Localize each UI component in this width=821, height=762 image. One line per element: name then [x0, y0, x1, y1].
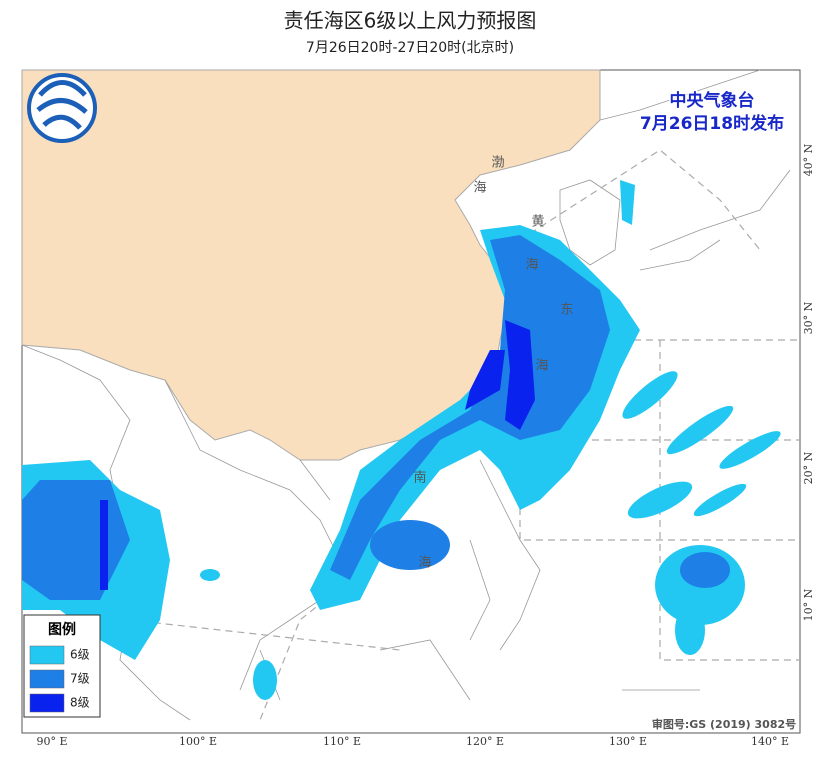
- legend-label: 6级: [70, 648, 90, 662]
- lon-label: 130° E: [609, 735, 647, 748]
- wind-zone: [719, 431, 781, 469]
- wind-zone: [200, 569, 220, 581]
- logo: [27, 73, 97, 143]
- sea-label: 海: [473, 181, 486, 196]
- lat-label: 20° N: [802, 451, 815, 484]
- map-area: 渤 海 黄 海 东 海 南 海 中央气象台 7月26日18时发布 图例 6级 7级…: [21, 69, 801, 734]
- issuer-name: 中央气象台: [670, 90, 755, 111]
- legend-label: 7级: [70, 672, 90, 686]
- wind-8: [100, 320, 535, 590]
- sea-label: 黄: [531, 215, 544, 230]
- legend: 图例 6级 7级 8级: [23, 614, 101, 718]
- sea-labels: 渤 海 黄 海 东 海 南 海: [413, 155, 573, 571]
- lat-label: 30° N: [802, 301, 815, 334]
- issue-time: 7月26日18时发布: [640, 113, 784, 134]
- wind-zone: [666, 405, 734, 455]
- sea-label: 海: [418, 556, 431, 571]
- wind-zone: [693, 483, 747, 517]
- lon-label: 110° E: [323, 735, 361, 748]
- map-approval: 审图号:GS (2019) 3082号: [652, 717, 796, 731]
- lon-label: 140° E: [751, 735, 789, 748]
- legend-swatch: [29, 693, 65, 713]
- lat-label: 10° N: [802, 588, 815, 621]
- sea-label: 南: [413, 470, 426, 486]
- sea-label: 东: [560, 303, 573, 318]
- legend-label: 8级: [70, 696, 90, 710]
- lon-label: 90° E: [36, 735, 67, 748]
- sea-label: 海: [525, 258, 538, 273]
- title: 责任海区6级以上风力预报图: [284, 9, 537, 33]
- wind-zone: [253, 660, 277, 700]
- wind-zone: [620, 180, 635, 225]
- wind-zone: [370, 520, 450, 570]
- legend-title: 图例: [48, 621, 76, 638]
- wind-zone: [680, 552, 730, 588]
- legend-swatch: [29, 669, 65, 689]
- wind-zone: [627, 481, 693, 519]
- lon-label: 100° E: [179, 735, 217, 748]
- wind-zone: [622, 371, 678, 419]
- lon-label: 120° E: [466, 735, 504, 748]
- subtitle: 7月26日20时-27日20时(北京时): [306, 40, 514, 56]
- legend-swatch: [29, 645, 65, 665]
- sea-label: 海: [535, 359, 548, 374]
- lat-label: 40° N: [802, 143, 815, 176]
- sea-label: 渤: [491, 155, 504, 171]
- wind-zone: [100, 500, 108, 590]
- wind-zone: [505, 320, 535, 430]
- wind-zone: [330, 235, 610, 580]
- wind-zone: [675, 605, 705, 655]
- wind-zone: [465, 350, 505, 410]
